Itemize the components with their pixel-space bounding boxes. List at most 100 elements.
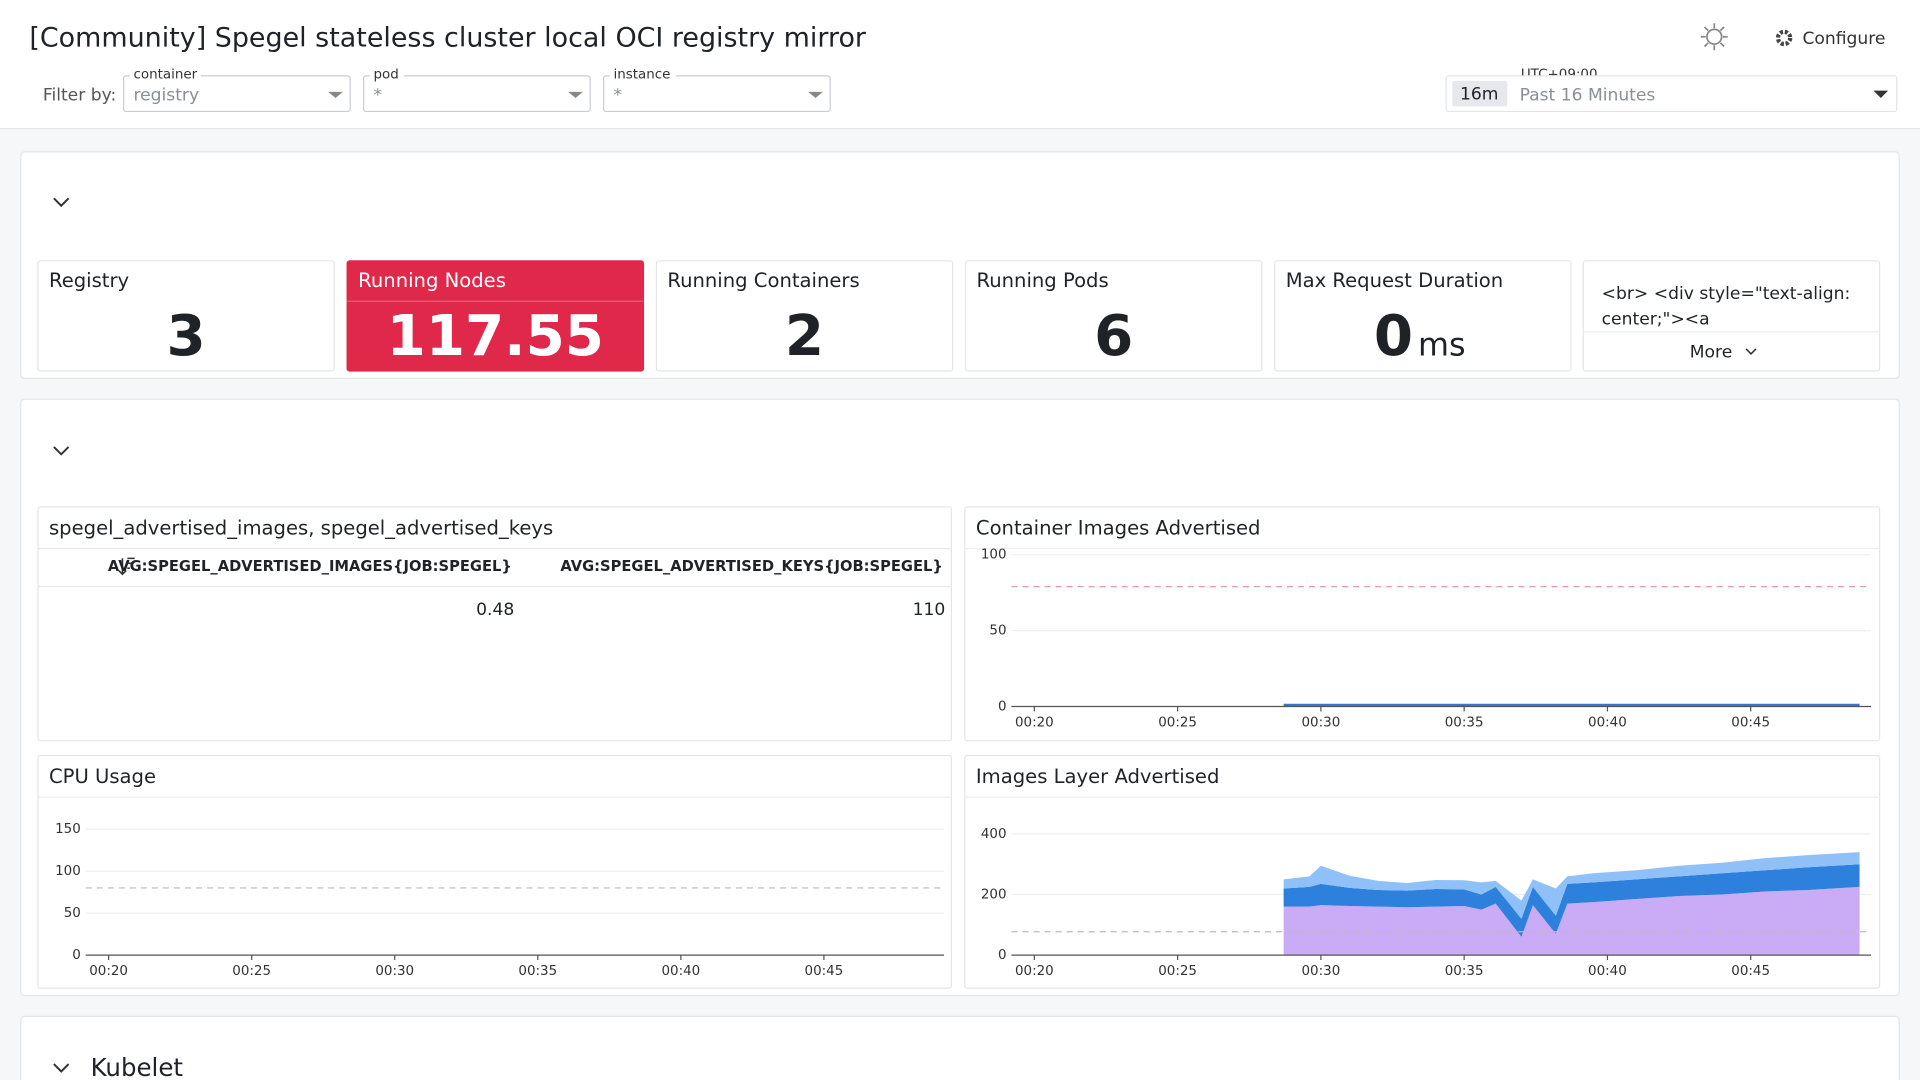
collapse-chevron[interactable] (53, 197, 70, 208)
x-tick-label: 00:45 (1731, 715, 1770, 730)
panel-title: spegel_advertised_images, spegel_adverti… (49, 516, 553, 539)
area (1283, 864, 1860, 937)
y-tick-label: 50 (64, 906, 81, 921)
theme-toggle[interactable] (1700, 23, 1728, 51)
time-range: Past 16 Minutes (1520, 86, 1656, 106)
filter-value: registry (133, 86, 199, 106)
table-panel: spegel_advertised_images, spegel_adverti… (37, 506, 953, 742)
filter-label: Filter by: (43, 86, 116, 106)
sun-icon[interactable] (1706, 28, 1723, 45)
panel-box (37, 754, 953, 989)
html-text: <br> <div style="text-align: center;"><a (1601, 284, 1851, 330)
area (1283, 852, 1860, 919)
y-tick-label: 0 (998, 948, 1007, 963)
gear-icon (1775, 29, 1793, 47)
filter-value: * (373, 86, 382, 106)
more-button[interactable]: More (1690, 343, 1732, 363)
configure-label[interactable]: Configure (1802, 29, 1885, 49)
collapse-chevron[interactable] (53, 1063, 70, 1073)
panel-box (964, 506, 1881, 742)
x-tick-label: 00:35 (518, 964, 557, 979)
stat-unit: ms (1418, 326, 1466, 364)
filter-instance[interactable]: instance * (603, 68, 831, 113)
x-tick-label: 00:45 (805, 964, 844, 979)
dropdown-box[interactable] (123, 75, 351, 113)
dashboard-title: [Community] Spegel stateless cluster loc… (29, 23, 867, 54)
collapse-chevron[interactable] (53, 446, 70, 456)
filter-container[interactable]: container registry (123, 68, 351, 113)
stat-value: 6 (1094, 304, 1133, 369)
x-tick-label: 00:35 (1445, 715, 1484, 730)
column-header[interactable]: AVG:SPEGEL_ADVERTISED_KEYS{JOB:SPEGEL} (560, 558, 942, 575)
filter-name: container (133, 68, 197, 83)
section-panel (20, 1015, 1900, 1080)
label-bg (369, 68, 405, 81)
stat-value: 117.55 (387, 304, 604, 369)
y-tick-label: 100 (981, 548, 1007, 563)
label-bg (129, 68, 201, 81)
x-tick-label: 00:40 (1588, 964, 1627, 979)
x-tick-label: 00:25 (232, 964, 271, 979)
time-picker[interactable]: UTC+09:00 16m Past 16 Minutes (1445, 68, 1898, 113)
sun-rays (1700, 23, 1728, 51)
y-tick-label: 400 (981, 827, 1007, 842)
stat-title: Running Pods (977, 269, 1109, 292)
stat-panel (964, 260, 1263, 372)
stat-panel (1274, 260, 1572, 372)
html-panel: <br> <div style="text-align: center;"><a… (1582, 260, 1881, 372)
stat-value: 2 (785, 304, 824, 369)
stat-title: Registry (49, 269, 129, 292)
x-tick-label: 00:45 (1731, 964, 1770, 979)
y-tick-label: 200 (981, 888, 1007, 903)
caret (568, 91, 583, 98)
column-header[interactable]: AVG:SPEGEL_ADVERTISED_IMAGES{JOB:SPEGEL} (108, 558, 512, 575)
stat-panel (655, 260, 954, 372)
html-text-box: <br> <div style="text-align: center;"><a (1601, 284, 1851, 330)
x-tick-label: 00:30 (1301, 715, 1340, 730)
x-tick-label: 00:20 (1015, 715, 1054, 730)
table-cell: 110 (913, 600, 946, 620)
chart-panel: Container Images Advertised 0 50 100 00:20 00… (964, 506, 1881, 742)
y-tick-label: 0 (998, 700, 1007, 715)
panel-title: Container Images Advertised (976, 516, 1261, 539)
panel-title: Images Layer Advertised (976, 765, 1220, 788)
caret (328, 91, 343, 98)
x-tick-label: 00:35 (1445, 964, 1484, 979)
stat-row: Registry 3 Running Nodes 117.55 Running Cont… (37, 260, 1572, 372)
stat-value: 3 (167, 304, 206, 369)
dropdown-box[interactable] (363, 75, 591, 113)
x-tick-label: 00:40 (661, 964, 700, 979)
stat-title: Max Request Duration (1286, 269, 1503, 292)
x-tick-label: 00:20 (89, 964, 128, 979)
x-tick-label: 00:25 (1158, 964, 1197, 979)
stat-title: Running Nodes (358, 269, 506, 292)
section-title: Kubelet (91, 1053, 184, 1080)
time-badge-bg (1452, 80, 1508, 107)
filter-name: pod (373, 68, 398, 83)
y-tick-label: 100 (55, 864, 81, 879)
stat-panel (346, 260, 645, 372)
time-badge: 16m (1460, 84, 1498, 104)
caret (808, 91, 823, 98)
area (1283, 886, 1860, 956)
dropdown-box[interactable] (603, 75, 831, 113)
filter-pod[interactable]: pod * (363, 68, 591, 113)
table-cell: 0.48 (476, 600, 514, 620)
x-tick-label: 00:40 (1588, 715, 1627, 730)
label-bg (609, 68, 676, 81)
x-tick-label: 00:25 (1158, 715, 1197, 730)
stat-panel (37, 260, 335, 372)
filter-name: instance (613, 68, 670, 83)
more-chevron (1745, 348, 1757, 356)
y-tick-label: 150 (55, 822, 81, 837)
panel-title: CPU Usage (49, 765, 156, 788)
configure-button[interactable]: Configure (1775, 29, 1885, 49)
sort-icon[interactable] (118, 557, 135, 576)
panel-box (37, 506, 953, 742)
x-tick-label: 00:30 (375, 964, 414, 979)
x-tick-label: 00:30 (1301, 964, 1340, 979)
filter-value: * (613, 86, 622, 106)
time-box[interactable] (1445, 75, 1898, 113)
